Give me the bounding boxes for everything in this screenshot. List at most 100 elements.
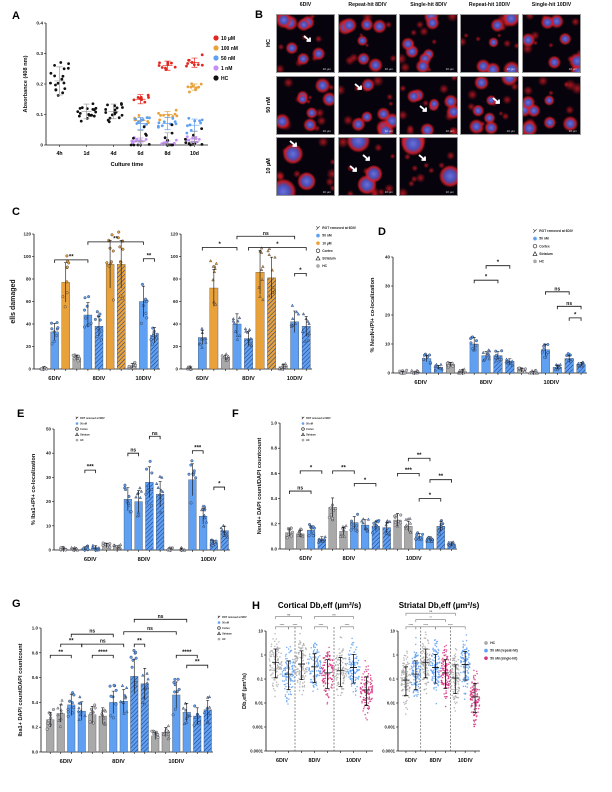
median-error-bar: [412, 660, 420, 691]
data-point: [472, 675, 475, 677]
data-point: [140, 282, 144, 286]
data-point: [454, 653, 457, 655]
data-point: [186, 124, 189, 128]
legend-marker-circle: [315, 248, 321, 253]
error-bar: [80, 701, 84, 721]
data-point: [364, 682, 366, 684]
data-point: [450, 672, 453, 674]
data-point: [76, 359, 80, 363]
data-point: [350, 665, 352, 667]
data-point: [141, 673, 145, 677]
data-point: [319, 671, 321, 673]
data-point: [274, 695, 276, 698]
data-point: [354, 679, 357, 682]
data-point: [443, 645, 446, 648]
significance-label: ns: [287, 613, 291, 617]
legend-marker-dot: [301, 422, 305, 425]
data-point: [59, 708, 63, 712]
data-point: [199, 121, 203, 125]
data-point: [299, 671, 302, 673]
data-point: [371, 685, 374, 687]
data-point: [112, 683, 116, 687]
data-point: [301, 329, 305, 333]
data-point: [220, 528, 224, 532]
data-point: [286, 646, 288, 649]
data-point: [445, 690, 447, 692]
data-point: [320, 666, 323, 669]
error-bar: [122, 689, 126, 713]
data-point: [119, 699, 123, 703]
significance-label: ****: [98, 650, 108, 656]
data-point: [159, 113, 162, 117]
data-point: [271, 667, 273, 669]
data-point: [342, 648, 344, 650]
data-point: [441, 664, 443, 667]
median-error-bar: [471, 683, 479, 713]
legend-marker-dot: [301, 438, 305, 442]
data-point: [204, 340, 208, 344]
data-point: [310, 657, 312, 659]
median-error-bar: [272, 648, 279, 679]
error-bar: [104, 542, 108, 548]
data-point: [450, 688, 453, 691]
arrow-icon: [303, 35, 311, 42]
data-point: [137, 513, 141, 517]
data-point: [354, 672, 357, 674]
data-point: [296, 659, 298, 661]
data-point: [200, 127, 204, 130]
error-bar: [413, 370, 417, 373]
data-point: [452, 681, 455, 683]
error-bar: [72, 547, 76, 550]
data-point: [445, 650, 447, 653]
bar-hatch: [117, 264, 126, 369]
data-point: [279, 663, 282, 665]
data-point: [269, 650, 272, 653]
y-tick-label: 0.2: [36, 82, 43, 88]
data-point: [312, 675, 315, 677]
data-point: [305, 648, 307, 651]
error-bar: [293, 310, 297, 333]
data-point: [367, 668, 369, 671]
data-point: [211, 544, 215, 548]
data-point: [112, 543, 116, 547]
data-point: [350, 685, 353, 687]
data-point: [56, 713, 60, 716]
data-point: [284, 694, 287, 696]
data-point: [302, 682, 304, 684]
data-point: [445, 697, 447, 699]
data-point: [109, 694, 113, 698]
data-point: [249, 343, 254, 347]
y-tick-label: 1.0: [32, 626, 39, 631]
data-point: [369, 681, 371, 683]
micrograph-tile: 10 µm: [460, 14, 519, 73]
data-point: [398, 521, 402, 525]
data-point: [289, 674, 292, 677]
data-point: [456, 679, 458, 682]
data-point: [460, 652, 463, 655]
data-point: [75, 548, 80, 552]
data-point: [414, 662, 416, 665]
bar-hatch: [220, 530, 229, 550]
data-point: [292, 671, 295, 673]
data-point: [436, 529, 440, 533]
error-bar: [108, 240, 112, 289]
y-tick-label: 60: [173, 299, 179, 304]
data-point: [185, 135, 189, 139]
data-point: [286, 682, 288, 685]
significance-bracket: [418, 498, 442, 502]
data-point: [465, 634, 468, 636]
y-tick-label: 120: [170, 232, 178, 237]
data-point: [454, 648, 457, 650]
data-point: [440, 681, 443, 684]
data-point: [296, 312, 301, 316]
data-point: [321, 672, 324, 674]
data-point: [408, 521, 413, 525]
error-bar: [185, 702, 189, 722]
data-point: [446, 670, 449, 672]
data-point: [92, 721, 95, 725]
legend-label: Striatum: [80, 433, 90, 436]
significance-label: *: [218, 242, 221, 248]
data-point: [323, 674, 325, 676]
data-point: [327, 696, 330, 699]
data-point: [535, 371, 539, 375]
